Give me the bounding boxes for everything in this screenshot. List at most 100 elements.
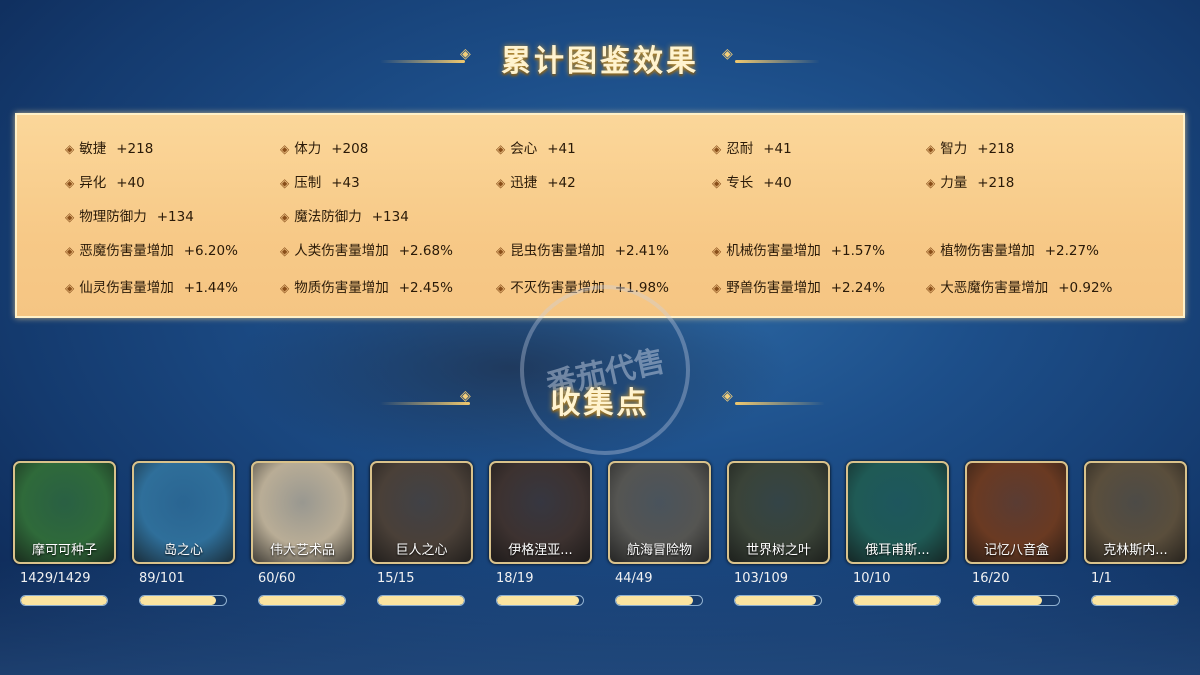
stat-value: +208 <box>331 141 369 157</box>
collection-progress-bar <box>496 595 584 606</box>
stat-item: ◈ 会心 +41 <box>496 137 576 157</box>
stat-name: 恶魔伤害量增加 <box>79 243 174 259</box>
stat-item: ◈ 异化 +40 <box>65 171 145 191</box>
collection-card[interactable]: 航海冒险物 <box>608 461 711 564</box>
progress-fill <box>259 596 345 605</box>
progress-fill <box>140 596 216 605</box>
progress-fill <box>735 596 816 605</box>
background-mountains <box>0 560 1200 675</box>
stat-value: +1.44% <box>183 280 238 296</box>
stat-value: +2.27% <box>1044 243 1099 259</box>
diamond-bullet-icon: ◈ <box>65 244 75 258</box>
stat-value: +41 <box>547 141 576 157</box>
stat-item: ◈ 专长 +40 <box>712 171 792 191</box>
diamond-bullet-icon: ◈ <box>712 281 722 295</box>
collection-card[interactable]: 俄耳甫斯... <box>846 461 949 564</box>
effects-panel: ◈ 敏捷 +218 ◈ 体力 +208 ◈ 会心 +41 ◈ 忍耐 +41 ◈ 智力 +218 ◈ 异化 +40 ◈… <box>15 113 1185 318</box>
progress-fill <box>973 596 1042 605</box>
stat-value: +2.45% <box>398 280 453 296</box>
collection-name: 俄耳甫斯... <box>865 543 930 558</box>
background-island <box>230 300 790 470</box>
stat-name: 体力 <box>294 141 322 157</box>
diamond-bullet-icon: ◈ <box>496 176 506 190</box>
diamond-icon: ◈ <box>460 388 471 404</box>
stat-name: 机械伤害量增加 <box>726 243 821 259</box>
collection-name: 巨人之心 <box>395 543 448 558</box>
stat-item: ◈ 不灭伤害量增加 +1.98% <box>496 276 669 296</box>
collection-card[interactable]: 伟大艺术品 <box>251 461 354 564</box>
stat-value: +218 <box>116 141 154 157</box>
collection-card[interactable]: 记忆八音盒 <box>965 461 1068 564</box>
stat-name: 物质伤害量增加 <box>294 280 389 296</box>
stat-name: 植物伤害量增加 <box>940 243 1035 259</box>
stat-name: 专长 <box>726 175 754 191</box>
diamond-bullet-icon: ◈ <box>280 176 290 190</box>
effects-title: 累计图鉴效果 <box>501 44 699 79</box>
stat-item: ◈ 野兽伤害量增加 +2.24% <box>712 276 885 296</box>
stat-item: ◈ 人类伤害量增加 +2.68% <box>280 239 453 259</box>
stat-item: ◈ 力量 +218 <box>926 171 1014 191</box>
stat-name: 野兽伤害量增加 <box>726 280 821 296</box>
diamond-bullet-icon: ◈ <box>65 142 75 156</box>
collection-count: 44/49 <box>615 571 653 586</box>
stat-name: 智力 <box>940 141 968 157</box>
collection-progress-bar <box>853 595 941 606</box>
progress-fill <box>21 596 107 605</box>
collection-progress-bar <box>734 595 822 606</box>
collection-card[interactable]: 巨人之心 <box>370 461 473 564</box>
collection-card[interactable]: 克林斯内... <box>1084 461 1187 564</box>
diamond-icon: ◈ <box>722 388 733 404</box>
collection-count: 103/109 <box>734 571 789 586</box>
stat-value: +134 <box>371 209 409 225</box>
diamond-bullet-icon: ◈ <box>712 142 722 156</box>
stat-name: 异化 <box>79 175 107 191</box>
stat-item: ◈ 大恶魔伤害量增加 +0.92% <box>926 276 1112 296</box>
collection-card[interactable]: 世界树之叶 <box>727 461 830 564</box>
collection-count: 60/60 <box>258 571 296 586</box>
collection-progress-bar <box>972 595 1060 606</box>
collection-progress-bar <box>615 595 703 606</box>
diamond-bullet-icon: ◈ <box>926 244 936 258</box>
collection-card[interactable]: 摩可可种子 <box>13 461 116 564</box>
stat-name: 力量 <box>940 175 968 191</box>
diamond-bullet-icon: ◈ <box>496 142 506 156</box>
title-ornament-left <box>380 60 465 63</box>
stat-name: 大恶魔伤害量增加 <box>940 280 1049 296</box>
stat-name: 敏捷 <box>79 141 107 157</box>
stat-value: +2.24% <box>830 280 885 296</box>
collection-progress-bar <box>377 595 465 606</box>
stat-value: +40 <box>116 175 145 191</box>
progress-fill <box>497 596 579 605</box>
stat-name: 迅捷 <box>510 175 538 191</box>
collection-card[interactable]: 岛之心 <box>132 461 235 564</box>
diamond-bullet-icon: ◈ <box>65 281 75 295</box>
stat-value: +218 <box>977 175 1015 191</box>
diamond-bullet-icon: ◈ <box>65 210 75 224</box>
stat-name: 仙灵伤害量增加 <box>79 280 174 296</box>
diamond-icon: ◈ <box>460 46 471 62</box>
diamond-bullet-icon: ◈ <box>65 176 75 190</box>
collection-count: 18/19 <box>496 571 534 586</box>
stat-name: 不灭伤害量增加 <box>510 280 605 296</box>
stat-value: +0.92% <box>1058 280 1113 296</box>
stat-item: ◈ 机械伤害量增加 +1.57% <box>712 239 885 259</box>
progress-fill <box>1092 596 1178 605</box>
collection-count: 10/10 <box>853 571 891 586</box>
collection-name: 岛之心 <box>163 543 203 558</box>
stat-item: ◈ 压制 +43 <box>280 171 360 191</box>
collection-name: 记忆八音盒 <box>983 543 1049 558</box>
collection-card[interactable]: 伊格涅亚... <box>489 461 592 564</box>
stat-item: ◈ 物质伤害量增加 +2.45% <box>280 276 453 296</box>
collection-progress-bar <box>20 595 108 606</box>
stat-name: 会心 <box>510 141 538 157</box>
stat-item: ◈ 敏捷 +218 <box>65 137 153 157</box>
stat-value: +2.68% <box>398 243 453 259</box>
collection-name: 航海冒险物 <box>626 543 692 558</box>
stat-value: +134 <box>156 209 194 225</box>
diamond-bullet-icon: ◈ <box>280 281 290 295</box>
collection-name: 伊格涅亚... <box>508 543 573 558</box>
stat-name: 物理防御力 <box>79 209 147 225</box>
stat-name: 压制 <box>294 175 322 191</box>
stat-item: ◈ 仙灵伤害量增加 +1.44% <box>65 276 238 296</box>
title-ornament-right <box>735 60 820 63</box>
